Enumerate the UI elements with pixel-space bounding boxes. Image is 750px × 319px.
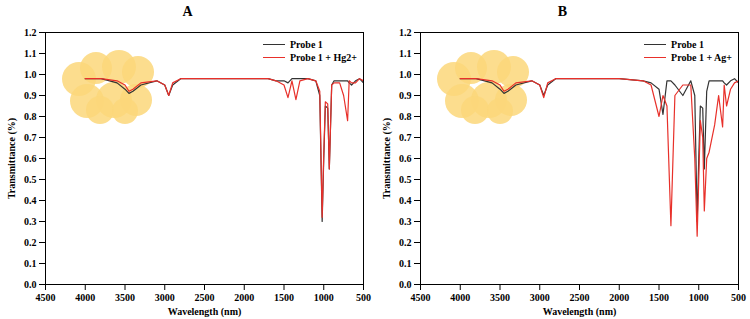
svg-text:1.2: 1.2 — [24, 27, 37, 38]
svg-text:Transmittance (%): Transmittance (%) — [6, 118, 18, 199]
svg-text:1000: 1000 — [689, 292, 709, 303]
svg-text:3500: 3500 — [115, 292, 135, 303]
html-text:Probe 1 + Hg2+: Probe 1 + Hg2+ — [290, 52, 357, 63]
svg-text:0.8: 0.8 — [24, 111, 37, 122]
svg-text:1.1: 1.1 — [24, 48, 37, 59]
svg-text:2000: 2000 — [609, 292, 629, 303]
svg-text:4500: 4500 — [411, 292, 431, 303]
svg-text:1.0: 1.0 — [24, 69, 37, 80]
svg-text:1000: 1000 — [314, 292, 334, 303]
html-text:Probe 1: Probe 1 — [290, 39, 323, 50]
html-text:A: A — [182, 4, 193, 19]
svg-text:0.4: 0.4 — [24, 195, 37, 206]
svg-text:2500: 2500 — [195, 292, 215, 303]
svg-text:0.6: 0.6 — [399, 153, 412, 164]
html-text:Probe 1: Probe 1 — [671, 39, 704, 50]
svg-text:1.2: 1.2 — [399, 27, 412, 38]
svg-text:0.1: 0.1 — [24, 258, 37, 269]
svg-text:2500: 2500 — [570, 292, 590, 303]
svg-text:0.0: 0.0 — [399, 279, 412, 290]
svg-text:3000: 3000 — [530, 292, 550, 303]
svg-text:1.1: 1.1 — [399, 48, 412, 59]
svg-text:0.4: 0.4 — [399, 195, 412, 206]
svg-text:0.9: 0.9 — [399, 90, 412, 101]
svg-text:1500: 1500 — [649, 292, 669, 303]
svg-text:0.7: 0.7 — [24, 132, 37, 143]
svg-text:0.1: 0.1 — [399, 258, 412, 269]
svg-text:4500: 4500 — [36, 292, 56, 303]
svg-text:0.2: 0.2 — [24, 237, 37, 248]
svg-text:0.3: 0.3 — [399, 216, 412, 227]
svg-text:2000: 2000 — [234, 292, 254, 303]
svg-text:0.9: 0.9 — [24, 90, 37, 101]
svg-text:500: 500 — [731, 292, 746, 303]
svg-text:0.6: 0.6 — [24, 153, 37, 164]
html-text:B: B — [557, 4, 568, 19]
html-text:Probe 1 + Ag+: Probe 1 + Ag+ — [671, 52, 732, 63]
svg-text:0.2: 0.2 — [399, 237, 412, 248]
svg-text:1.0: 1.0 — [399, 69, 412, 80]
svg-text:4000: 4000 — [75, 292, 95, 303]
svg-text:Wavelength (nm): Wavelength (nm) — [543, 306, 617, 318]
svg-text:0.5: 0.5 — [24, 174, 37, 185]
svg-text:3000: 3000 — [155, 292, 175, 303]
svg-text:4000: 4000 — [450, 292, 470, 303]
svg-text:Transmittance (%): Transmittance (%) — [381, 118, 393, 199]
svg-text:0.5: 0.5 — [399, 174, 412, 185]
svg-text:0.3: 0.3 — [24, 216, 37, 227]
svg-text:0.7: 0.7 — [399, 132, 412, 143]
svg-text:1500: 1500 — [274, 292, 294, 303]
svg-text:500: 500 — [356, 292, 371, 303]
svg-text:3500: 3500 — [490, 292, 510, 303]
svg-text:0.0: 0.0 — [24, 279, 37, 290]
svg-text:Wavelength (nm): Wavelength (nm) — [168, 306, 242, 318]
svg-text:0.8: 0.8 — [399, 111, 412, 122]
